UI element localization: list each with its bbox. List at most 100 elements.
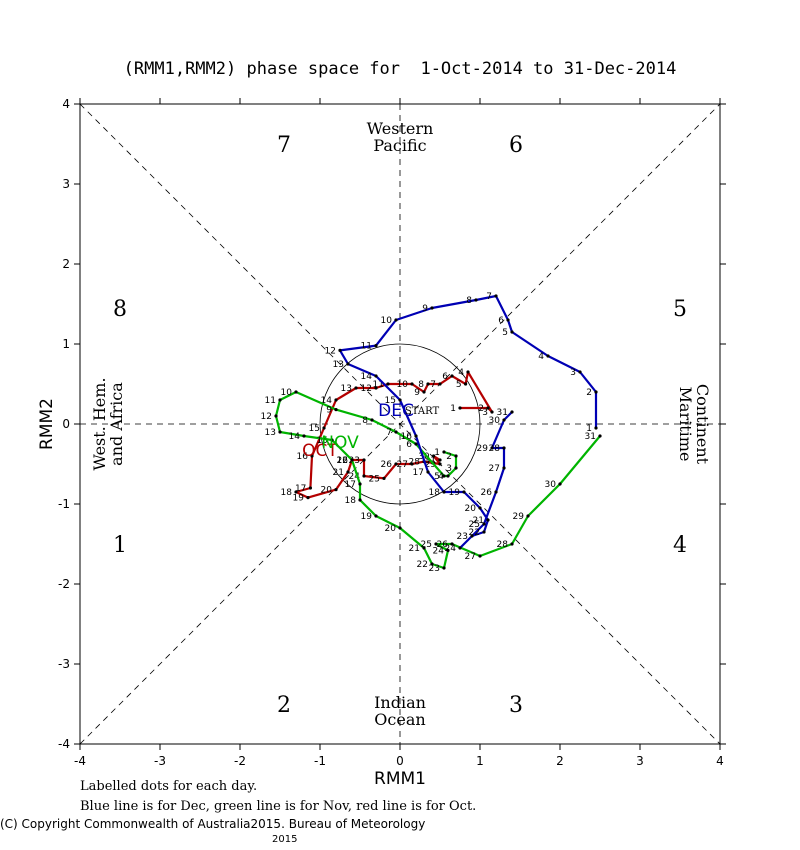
y-tick-label: -4 [58, 737, 70, 751]
day-label: 23 [457, 532, 468, 542]
day-label: 29 [425, 460, 437, 470]
day-label: 3 [446, 464, 452, 474]
day-dot [398, 526, 402, 530]
series-name-nov: NOV [321, 433, 359, 453]
day-label: 28 [409, 458, 421, 468]
day-dot [446, 548, 450, 553]
y-tick-label: -3 [58, 657, 70, 671]
day-label: 15 [309, 424, 320, 434]
day-label: 7 [430, 380, 436, 390]
x-tick-label: 1 [476, 754, 484, 768]
y-tick-label: 0 [62, 417, 70, 431]
day-label: 9 [326, 406, 332, 416]
day-dot [494, 490, 498, 494]
day-dot [446, 474, 450, 478]
day-dot [466, 370, 470, 374]
day-label: 14 [289, 432, 301, 442]
phase-label: 6 [509, 133, 523, 158]
x-tick-label: 2 [556, 754, 564, 768]
day-label: 2 [586, 388, 592, 398]
day-dot [462, 490, 466, 494]
day-label: 12 [325, 346, 336, 356]
day-label: 25 [369, 474, 380, 484]
day-label: 27 [397, 460, 408, 470]
day-dot [422, 546, 426, 550]
day-dot [410, 462, 414, 466]
day-dot [558, 482, 562, 486]
day-label: 11 [373, 380, 384, 390]
day-label: 31 [585, 432, 596, 442]
day-label: 22 [417, 560, 428, 570]
y-axis-label: RMM2 [37, 398, 57, 450]
day-label: 24 [433, 546, 445, 556]
region-label-left: West. Hem. [90, 377, 109, 470]
day-dot [506, 318, 510, 322]
day-dot [362, 474, 366, 478]
region-label-right: Maritime [676, 387, 695, 462]
day-dot [426, 470, 430, 474]
day-label: 17 [413, 468, 424, 478]
day-label: 16 [401, 432, 413, 442]
day-label: 16 [297, 452, 309, 462]
day-label: 30 [545, 480, 557, 490]
y-tick-label: 4 [62, 97, 70, 111]
day-dot [430, 306, 434, 310]
day-label: 19 [293, 494, 305, 504]
day-label: 21 [333, 468, 344, 478]
day-label: 31 [497, 408, 508, 418]
day-dot [510, 410, 514, 414]
day-label: 4 [538, 352, 544, 362]
day-label: 20 [321, 486, 333, 496]
day-dot [414, 434, 418, 438]
day-dot [350, 458, 354, 462]
day-label: 27 [465, 552, 476, 562]
day-label: 8 [362, 416, 368, 426]
day-dot [310, 454, 314, 458]
day-label: 29 [513, 512, 525, 522]
day-dot [510, 542, 514, 546]
unit-circle [319, 343, 481, 505]
day-dot [482, 522, 486, 526]
day-label: 17 [345, 480, 356, 490]
day-label: 13 [265, 428, 276, 438]
day-dot [486, 518, 490, 522]
day-dot [382, 476, 386, 480]
day-dot [322, 426, 326, 430]
day-label: 11 [265, 396, 276, 406]
day-dot [502, 418, 506, 422]
day-label: 1 [434, 448, 440, 458]
series-name-oct: OCT [302, 441, 338, 461]
copyright-agency: . Bureau of Meteorology [281, 817, 426, 831]
day-label: 4 [458, 368, 464, 378]
day-dot [594, 390, 598, 394]
day-dot [394, 318, 398, 322]
day-dot [486, 406, 490, 410]
day-dot [394, 430, 398, 434]
day-dot [334, 488, 338, 492]
day-label: 19 [449, 488, 461, 498]
y-tick-label: -2 [58, 577, 70, 591]
day-dot [510, 330, 514, 334]
copyright-notice: (C) Copyright Commonwealth of Australia2… [0, 817, 425, 831]
day-label: 9 [422, 304, 428, 314]
y-tick-label: -1 [58, 497, 70, 511]
x-tick-label: -3 [154, 754, 166, 768]
day-label: 22 [337, 456, 348, 466]
note-line-colors: Blue line is for Dec, green line is for … [80, 799, 477, 814]
day-dot [334, 398, 338, 402]
day-dot [490, 410, 494, 414]
x-tick-label: 4 [716, 754, 724, 768]
day-label: 29 [477, 444, 489, 454]
day-dot [274, 414, 278, 418]
day-label: 14 [361, 372, 373, 382]
day-label: 14 [321, 396, 333, 406]
copyright-year-footer: 2015 [272, 834, 298, 845]
day-label: 26 [481, 488, 493, 498]
phase-label: 7 [277, 133, 291, 158]
phase-label: 2 [277, 693, 291, 718]
day-label: 27 [489, 464, 500, 474]
copyright-year: 2015 [250, 817, 282, 831]
day-dot [546, 354, 550, 358]
